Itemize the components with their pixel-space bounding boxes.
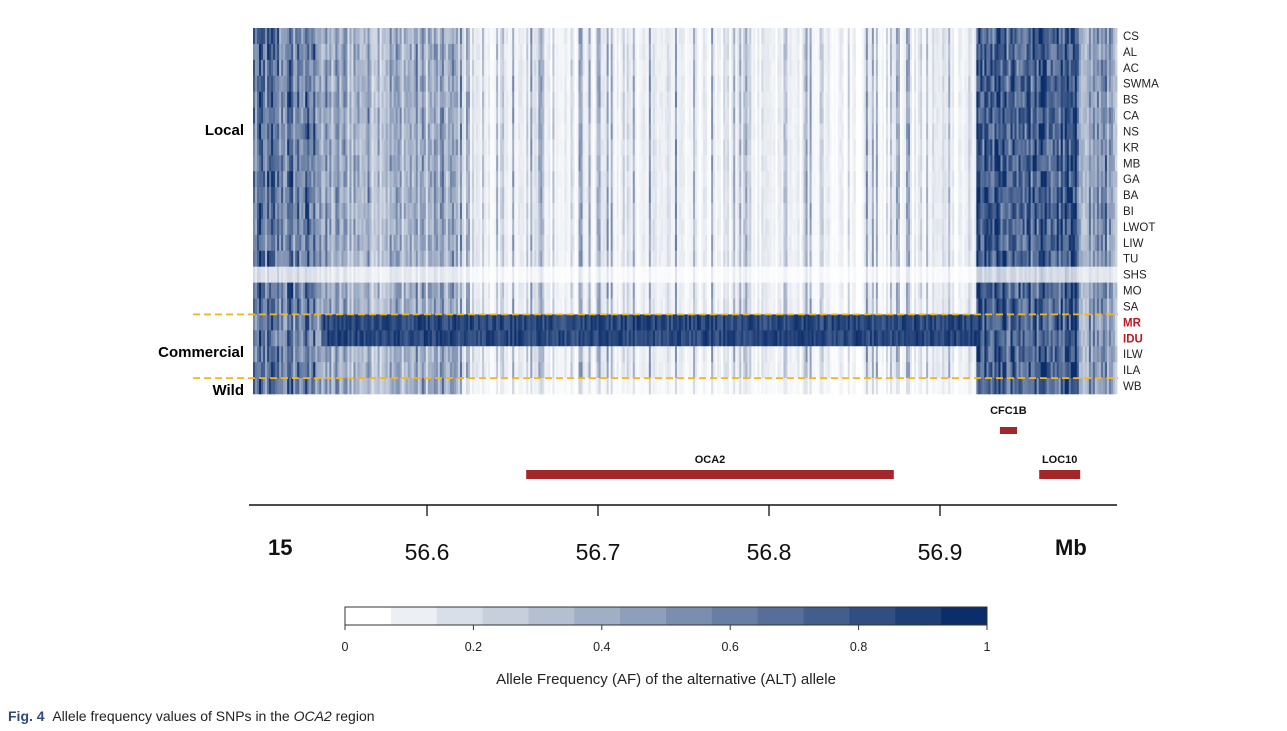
row-label-ila: ILA xyxy=(1123,365,1141,377)
row-label-wb: WB xyxy=(1123,381,1142,393)
row-label-swma: SWMA xyxy=(1123,79,1159,91)
group-label-wild: Wild xyxy=(212,382,244,399)
heatmap-row-sa xyxy=(253,298,1118,315)
colorbar-step xyxy=(757,607,805,625)
heatmap-row-mb xyxy=(253,155,1118,172)
row-label-cs: CS xyxy=(1123,31,1139,43)
heatmap-row-ac xyxy=(253,59,1118,77)
heatmap-row-wb xyxy=(253,378,1118,395)
row-label-idu: IDU xyxy=(1123,333,1143,345)
colorbar-step xyxy=(482,607,529,625)
figure-caption: Fig. 4 Allele frequency values of SNPs i… xyxy=(8,708,375,724)
group-label-commercial: Commercial xyxy=(158,344,244,361)
heatmap-row-idu xyxy=(253,330,1118,347)
row-label-ba: BA xyxy=(1123,190,1139,202)
gene-bar-cfc1b xyxy=(999,427,1017,434)
heatmap-row-bi xyxy=(253,203,1118,220)
heatmap-row-ba xyxy=(253,187,1118,204)
group-separators xyxy=(193,313,1118,380)
heatmap-row-ilw xyxy=(253,346,1118,363)
colorbar-step xyxy=(895,607,942,625)
group-labels: Local Commercial Wild xyxy=(158,122,244,399)
row-label-mb: MB xyxy=(1123,158,1141,170)
colorbar-tick-label: 0.8 xyxy=(850,640,867,654)
heatmap-row-kr xyxy=(253,139,1118,156)
caption-label: Fig. 4 xyxy=(8,708,45,724)
heatmap-row-ga xyxy=(253,171,1118,188)
heatmap-row-liw xyxy=(253,234,1118,252)
caption-text-after: region xyxy=(335,708,375,724)
heatmap-row-mr xyxy=(253,314,1118,331)
row-label-ca: CA xyxy=(1123,111,1139,123)
colorbar-tick-label: 1 xyxy=(984,640,991,654)
colorbar-step xyxy=(345,607,392,625)
colorbar-step xyxy=(666,607,713,625)
heatmap-row-ila xyxy=(253,362,1118,379)
row-label-bi: BI xyxy=(1123,206,1134,218)
colorbar-step xyxy=(574,607,621,625)
colorbar-label: Allele Frequency (AF) of the alternative… xyxy=(496,671,836,688)
heatmap-row-ns xyxy=(253,123,1118,140)
row-label-al: AL xyxy=(1123,47,1138,59)
axis-tick-label: 56.9 xyxy=(918,539,963,565)
gene-label-cfc1b: CFC1B xyxy=(990,405,1027,417)
gene-label-loc10: LOC10 xyxy=(1042,454,1077,466)
heatmap-row-swma xyxy=(253,75,1118,92)
caption-text-before: Allele frequency values of SNPs in the xyxy=(52,708,290,724)
heatmap-row-lwot xyxy=(253,218,1118,236)
heatmap-row-shs xyxy=(253,266,1118,283)
colorbar-step xyxy=(849,607,896,625)
caption-gene: OCA2 xyxy=(293,708,332,724)
colorbar-step xyxy=(803,607,850,625)
row-label-ilw: ILW xyxy=(1123,349,1143,361)
colorbar-frame xyxy=(344,606,988,626)
group-label-local: Local xyxy=(205,122,244,139)
heatmap-row-mo xyxy=(253,282,1118,299)
colorbar-step xyxy=(436,607,484,625)
row-label-shs: SHS xyxy=(1123,270,1147,282)
heatmap-row-cs xyxy=(253,28,1118,45)
heatmap xyxy=(253,28,1118,395)
axis-unit-label: Mb xyxy=(1055,535,1087,560)
colorbar-tick-label: 0.6 xyxy=(722,640,739,654)
axis-tick-label: 56.8 xyxy=(747,539,792,565)
heatmap-row-bs xyxy=(253,91,1118,108)
colorbar-tick-label: 0.2 xyxy=(465,640,482,654)
colorbar-step xyxy=(620,607,667,625)
colorbar-step xyxy=(390,607,438,625)
colorbar-tick-label: 0 xyxy=(342,640,349,654)
row-label-bs: BS xyxy=(1123,95,1139,107)
row-label-mr: MR xyxy=(1123,317,1142,329)
genomic-axis: 56.6 56.7 56.8 56.9 15 Mb xyxy=(249,504,1117,565)
row-label-tu: TU xyxy=(1123,254,1138,266)
axis-tick-label: 56.6 xyxy=(405,539,450,565)
row-label-kr: KR xyxy=(1123,142,1139,154)
row-label-ac: AC xyxy=(1123,63,1139,75)
row-label-ns: NS xyxy=(1123,126,1139,138)
chromosome-label: 15 xyxy=(268,535,292,560)
colorbar-step xyxy=(941,607,988,625)
heatmap-row-ca xyxy=(253,107,1118,124)
gene-label-oca2: OCA2 xyxy=(695,454,726,466)
colorbar-step xyxy=(711,607,759,625)
gene-bar-oca2 xyxy=(526,470,894,479)
row-labels: CS AL AC SWMA BS CA NS KR MB GA BA BI LWOT LIW TU SHS MO… xyxy=(1123,31,1159,393)
row-label-mo: MO xyxy=(1123,286,1142,298)
colorbar-tick-label: 0.4 xyxy=(593,640,610,654)
gene-bar-loc10 xyxy=(1039,470,1081,479)
colorbar: 0 0.2 0.4 0.6 0.8 1 Allele Frequency (AF) of t… xyxy=(342,606,991,688)
row-label-lwot: LWOT xyxy=(1123,222,1155,234)
row-label-sa: SA xyxy=(1123,302,1139,314)
colorbar-step xyxy=(528,607,575,625)
row-label-liw: LIW xyxy=(1123,238,1144,250)
axis-tick-label: 56.7 xyxy=(576,539,621,565)
heatmap-row-al xyxy=(253,43,1118,61)
heatmap-row-tu xyxy=(253,250,1118,267)
row-label-ga: GA xyxy=(1123,174,1140,186)
gene-track: CFC1B OCA2 LOC10 xyxy=(526,405,1081,479)
